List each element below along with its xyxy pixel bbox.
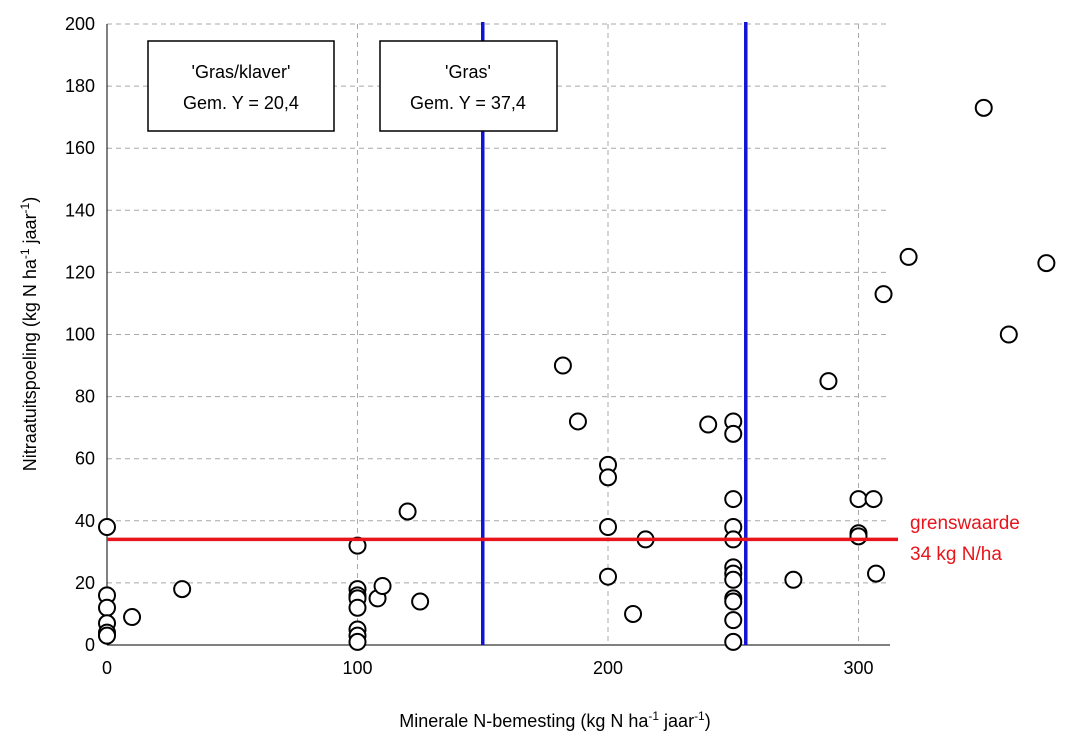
- data-point: [599, 567, 617, 586]
- data-point: [899, 247, 918, 266]
- data-point: [398, 502, 417, 521]
- data-point: [348, 536, 367, 555]
- data-point: [699, 415, 718, 434]
- annotation-gras-line2: Gem. Y = 37,4: [410, 93, 526, 113]
- x-tick-label: 0: [102, 658, 112, 678]
- data-point: [411, 592, 430, 611]
- x-tick-label: 200: [593, 658, 623, 678]
- annotation-box-gras-klaver: 'Gras/klaver' Gem. Y = 20,4: [147, 40, 335, 132]
- x-axis-title: Minerale N-bemesting (kg N ha-1 jaar-1): [399, 709, 710, 731]
- y-tick-label: 80: [75, 387, 95, 407]
- data-point: [724, 592, 743, 611]
- annotation-box-gras: 'Gras' Gem. Y = 37,4: [379, 40, 558, 132]
- annotation-gras-klaver-line1: 'Gras/klaver': [192, 62, 291, 82]
- y-tick-label: 0: [85, 635, 95, 655]
- y-tick-label: 160: [65, 138, 95, 158]
- annotation-gras-klaver-line2: Gem. Y = 20,4: [183, 93, 299, 113]
- data-point: [724, 570, 743, 589]
- x-tick-label: 300: [843, 658, 873, 678]
- data-point: [98, 518, 116, 537]
- data-point: [724, 424, 743, 443]
- data-point: [98, 626, 116, 645]
- data-point: [849, 490, 868, 509]
- data-point: [624, 604, 643, 623]
- y-tick-label: 200: [65, 14, 95, 34]
- annotation-gras-line1: 'Gras': [445, 62, 491, 82]
- data-point: [724, 490, 743, 509]
- data-point: [568, 412, 587, 431]
- threshold-label-line1: grenswaarde: [910, 513, 1020, 534]
- y-tick-label: 20: [75, 573, 95, 593]
- data-point: [784, 570, 803, 589]
- data-point: [123, 608, 142, 627]
- data-point: [98, 598, 116, 617]
- data-point: [999, 325, 1018, 344]
- data-point: [724, 632, 743, 651]
- y-tick-label: 100: [65, 325, 95, 345]
- x-tick-label: 100: [342, 658, 372, 678]
- data-point: [867, 564, 886, 583]
- data-point: [864, 490, 883, 509]
- data-point: [348, 632, 367, 651]
- data-point: [1037, 254, 1056, 273]
- y-tick-label: 140: [65, 200, 95, 220]
- data-point: [849, 527, 868, 546]
- data-point: [819, 372, 838, 391]
- data-point: [974, 98, 993, 117]
- y-tick-label: 40: [75, 511, 95, 531]
- x-tick-labels: 0100200300400: [102, 658, 874, 678]
- y-tick-label: 60: [75, 449, 95, 469]
- threshold-label-line2: 34 kg N/ha: [910, 544, 1002, 565]
- y-axis-title: Nitraatuitspoeling (kg N ha-1 jaar-1): [18, 197, 40, 471]
- data-point: [599, 468, 617, 487]
- y-tick-label: 120: [65, 262, 95, 282]
- data-point: [724, 611, 743, 630]
- data-points: [98, 98, 1056, 651]
- data-point: [599, 518, 617, 537]
- y-tick-label: 180: [65, 76, 95, 96]
- data-point: [348, 598, 367, 617]
- data-point: [874, 285, 893, 304]
- data-point: [173, 580, 192, 599]
- data-point: [373, 577, 392, 596]
- y-tick-labels: 0 20 40 60 80 100 120 140 160 180 200: [65, 14, 95, 655]
- data-point: [553, 356, 572, 375]
